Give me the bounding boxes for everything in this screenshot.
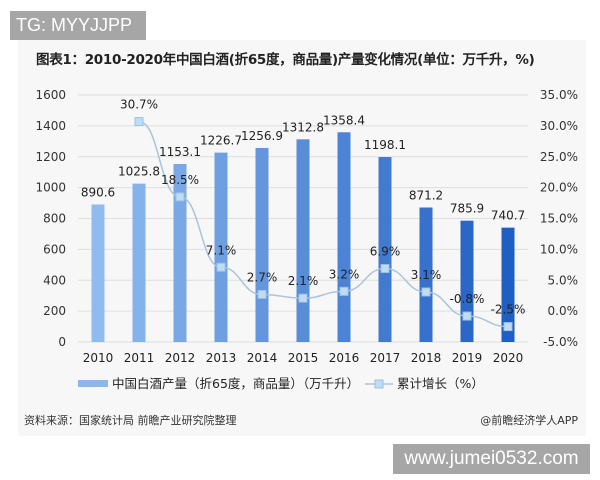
growth-data-label: 2.7% <box>247 270 278 284</box>
x-tick-label: 2017 <box>370 351 401 365</box>
growth-line <box>138 120 509 328</box>
legend-line-marker <box>374 379 384 389</box>
growth-data-label: 18.5% <box>161 173 199 187</box>
y-right-tick-label: 35.0% <box>540 88 578 102</box>
growth-marker <box>134 117 144 127</box>
y-right-tick-label: 10.0% <box>540 242 578 256</box>
bar <box>501 227 515 342</box>
bar-data-label: 1198.1 <box>364 138 406 152</box>
bar <box>378 157 392 342</box>
legend-line-label: 累计增长（%） <box>397 376 484 391</box>
growth-data-label: 3.1% <box>411 268 442 282</box>
growth-data-label: 2.1% <box>288 274 319 288</box>
y-left-tick-label: 0 <box>58 335 66 349</box>
y-right-tick-label: -5.0% <box>543 335 578 349</box>
x-tick-label: 2020 <box>493 351 524 365</box>
growth-marker <box>298 293 308 303</box>
bar-data-label: 1256.9 <box>241 129 283 143</box>
y-left-tick-label: 1000 <box>35 181 66 195</box>
y-right-tick-label: 25.0% <box>540 150 578 164</box>
x-tick-label: 2016 <box>329 351 360 365</box>
legend-bar-swatch <box>78 380 108 387</box>
y-right-tick-label: 5.0% <box>548 273 579 287</box>
growth-marker <box>257 289 267 299</box>
bar <box>91 204 105 342</box>
credit: @前瞻经济学人APP <box>480 414 578 427</box>
source-note: 资料来源：国家统计局 前瞻产业研究院整理 <box>24 414 237 427</box>
chart-title: 图表1：2010-2020年中国白酒(折65度，商品量)产量变化情况(单位：万千… <box>36 52 535 68</box>
x-tick-label: 2014 <box>247 351 278 365</box>
x-tick-label: 2011 <box>124 351 155 365</box>
x-tick-label: 2018 <box>411 351 442 365</box>
bar-data-label: 871.2 <box>409 189 443 203</box>
bar-data-label: 1226.7 <box>200 134 242 148</box>
bar-data-label: 785.9 <box>450 202 484 216</box>
growth-data-label: -2.5% <box>491 303 526 317</box>
y-left-tick-label: 1600 <box>35 88 66 102</box>
growth-marker <box>175 192 185 202</box>
y-left-tick-label: 600 <box>43 242 66 256</box>
bar <box>173 163 187 342</box>
x-tick-label: 2015 <box>288 351 319 365</box>
growth-data-label: 3.2% <box>329 267 360 281</box>
growth-marker <box>380 264 390 274</box>
growth-data-label: 30.7% <box>120 98 158 112</box>
bar <box>337 132 351 342</box>
bar <box>255 147 269 342</box>
bar-data-label: 1312.8 <box>282 120 324 134</box>
y-left-tick-label: 1400 <box>35 119 66 133</box>
y-left-tick-label: 400 <box>43 273 66 287</box>
bar <box>419 207 433 342</box>
y-left-tick-label: 200 <box>43 304 66 318</box>
bar-data-label: 890.6 <box>81 186 115 200</box>
bar <box>296 139 310 342</box>
x-tick-label: 2019 <box>452 351 483 365</box>
growth-marker <box>339 286 349 296</box>
growth-data-label: 6.9% <box>370 245 401 259</box>
bar-data-label: 1025.8 <box>118 165 160 179</box>
growth-marker <box>216 262 226 272</box>
y-left-tick-label: 800 <box>43 212 66 226</box>
watermark-url: www.jumei0532.com <box>393 444 590 474</box>
bar-data-label: 740.7 <box>491 209 525 223</box>
y-right-tick-label: 30.0% <box>540 119 578 133</box>
x-tick-label: 2010 <box>83 351 114 365</box>
y-right-tick-label: 0.0% <box>548 304 579 318</box>
bar <box>214 152 228 342</box>
bar-data-label: 1358.4 <box>323 113 365 127</box>
y-right-tick-label: 20.0% <box>540 181 578 195</box>
growth-marker <box>421 287 431 297</box>
y-left-tick-label: 1200 <box>35 150 66 164</box>
growth-data-label: 7.1% <box>206 243 237 257</box>
watermark-tag: TG: MYYJJPP <box>10 11 146 40</box>
x-tick-label: 2012 <box>165 351 196 365</box>
growth-marker <box>503 322 513 332</box>
bar <box>132 183 146 342</box>
y-right-tick-label: 15.0% <box>540 212 578 226</box>
legend-bar-label: 中国白酒产量（折65度，商品量）（万千升） <box>112 376 359 391</box>
bar <box>460 220 474 342</box>
growth-data-label: -0.8% <box>450 292 485 306</box>
growth-marker <box>462 311 472 321</box>
bar-data-label: 1153.1 <box>159 145 201 159</box>
x-tick-label: 2013 <box>206 351 237 365</box>
